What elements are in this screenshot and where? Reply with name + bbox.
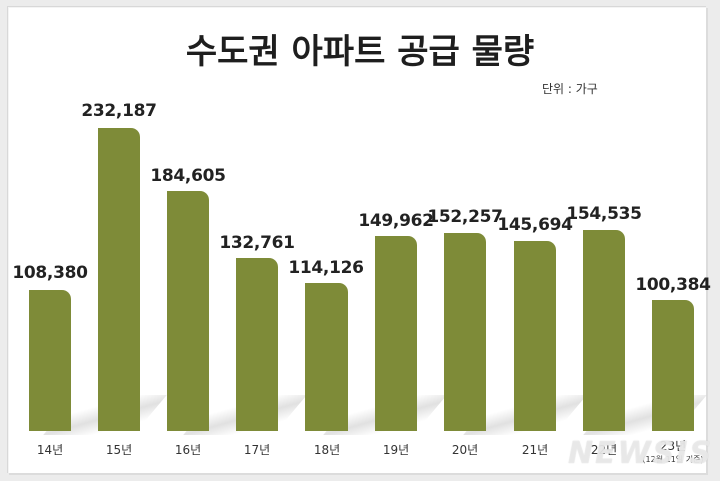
bar-14 <box>29 290 71 431</box>
bar-23 <box>652 300 694 431</box>
newsis-watermark: NEWSIS <box>568 436 714 471</box>
value-label: 100,384 <box>635 275 711 295</box>
bar-15 <box>98 128 140 431</box>
unit-label: 단위 : 가구 <box>542 82 598 96</box>
x-tick-sublabel: (12월 11일 기준) <box>642 455 704 464</box>
bar-22 <box>583 230 625 431</box>
value-label: 114,126 <box>288 258 364 278</box>
x-tick-label: 22년 <box>590 443 618 457</box>
bar-18 <box>305 283 348 431</box>
chart-title: 수도권 아파트 공급 물량 <box>185 32 535 72</box>
x-tick-label: 19년 <box>382 443 410 457</box>
value-label: 154,535 <box>566 204 642 224</box>
value-label: 184,605 <box>150 166 226 186</box>
value-label: 145,694 <box>497 215 573 235</box>
bar-20 <box>444 233 486 431</box>
x-tick-label: 16년 <box>174 443 202 457</box>
x-tick-label: 23년 <box>659 439 687 453</box>
x-tick-label: 20년 <box>451 443 479 457</box>
bar-19 <box>375 236 417 431</box>
x-tick-label: 18년 <box>313 443 341 457</box>
value-label: 132,761 <box>219 233 295 253</box>
bar-16 <box>167 191 209 431</box>
x-tick-label: 15년 <box>105 443 133 457</box>
x-tick-label: 17년 <box>243 443 271 457</box>
value-label: 149,962 <box>358 211 434 231</box>
value-label: 152,257 <box>427 207 503 227</box>
bar-21 <box>514 241 556 431</box>
value-label: 108,380 <box>12 263 88 283</box>
value-label: 232,187 <box>81 101 157 121</box>
x-tick-label: 21년 <box>521 443 549 457</box>
x-tick-label: 14년 <box>36 443 64 457</box>
bar-17 <box>236 258 278 431</box>
